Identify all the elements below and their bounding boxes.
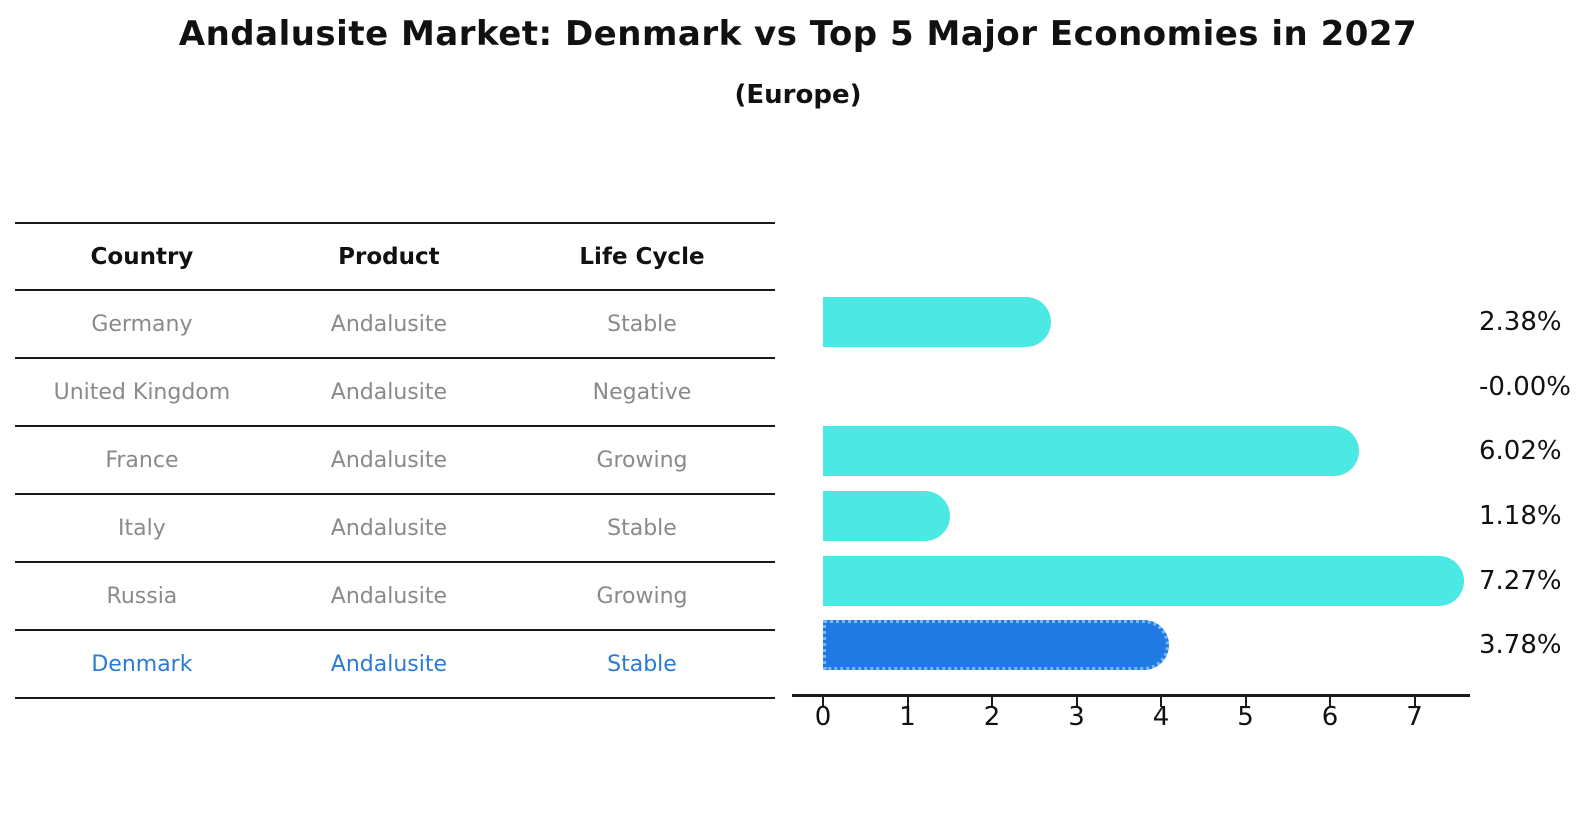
value-label-denmark: 3.78% — [1479, 630, 1562, 660]
table-row-italy: Italy Andalusite Stable — [15, 495, 775, 563]
cell-country-italy: Italy — [118, 515, 166, 541]
bar-italy — [823, 491, 950, 541]
value-label-france: 6.02% — [1479, 436, 1562, 466]
cell-life_cycle-germany: Stable — [607, 311, 677, 337]
x-tick-2 — [991, 697, 993, 707]
bar-russia — [823, 556, 1464, 606]
value-label-germany: 2.38% — [1479, 307, 1562, 337]
x-tick-label-7: 7 — [1406, 702, 1423, 732]
table-row-france: France Andalusite Growing — [15, 427, 775, 495]
cell-life_cycle-denmark: Stable — [607, 651, 677, 677]
value-label-italy: 1.18% — [1479, 501, 1562, 531]
cell-product-germany: Andalusite — [330, 311, 448, 337]
x-tick-label-0: 0 — [814, 702, 832, 732]
chart-title: Andalusite Market: Denmark vs Top 5 Majo… — [178, 14, 1418, 54]
cell-product-italy: Andalusite — [330, 515, 448, 541]
table-row-russia: Russia Andalusite Growing — [15, 563, 775, 631]
x-tick-7 — [1413, 697, 1416, 707]
bar-denmark — [823, 620, 1169, 670]
table-header-product: Product — [338, 243, 440, 270]
cell-life_cycle-united-kingdom: Negative — [592, 379, 692, 405]
table-row-denmark: Denmark Andalusite Stable — [15, 631, 775, 699]
x-tick-label-6: 6 — [1321, 702, 1339, 732]
cell-life_cycle-france: Growing — [596, 447, 688, 473]
x-tick-0 — [822, 697, 824, 707]
x-axis-line — [792, 694, 1470, 697]
cell-country-united-kingdom: United Kingdom — [53, 379, 231, 405]
table-row-germany: Germany Andalusite Stable — [15, 291, 775, 359]
x-tick-label-5: 5 — [1237, 702, 1254, 732]
cell-country-germany: Germany — [91, 311, 193, 337]
cell-country-russia: Russia — [106, 583, 178, 609]
cell-country-denmark: Denmark — [91, 651, 193, 677]
x-tick-label-3: 3 — [1068, 702, 1085, 732]
table-row-united-kingdom: United Kingdom Andalusite Negative — [15, 359, 775, 427]
chart-subtitle: (Europe) — [734, 80, 862, 110]
x-tick-label-4: 4 — [1152, 702, 1170, 732]
x-tick-label-2: 2 — [983, 702, 1001, 732]
table-header-life-cycle: Life Cycle — [579, 243, 705, 270]
country-table: Country Product Life Cycle Germany Andalusi… — [15, 222, 775, 699]
table-body: Germany Andalusite Stable United Kingdom And… — [15, 291, 775, 699]
cell-product-russia: Andalusite — [330, 583, 448, 609]
bar-germany — [823, 297, 1051, 347]
cell-life_cycle-russia: Growing — [596, 583, 688, 609]
cell-product-france: Andalusite — [330, 447, 448, 473]
x-tick-1 — [906, 697, 909, 707]
bar-france — [823, 426, 1359, 476]
x-tick-3 — [1075, 697, 1078, 707]
cell-product-united-kingdom: Andalusite — [330, 379, 448, 405]
value-label-united-kingdom: -0.00% — [1479, 372, 1571, 402]
table-header-row: Country Product Life Cycle — [15, 224, 775, 291]
x-tick-label-1: 1 — [899, 702, 916, 732]
cell-product-denmark: Andalusite — [330, 651, 448, 677]
x-tick-6 — [1329, 697, 1331, 707]
cell-life_cycle-italy: Stable — [607, 515, 677, 541]
cell-country-france: France — [105, 447, 179, 473]
value-label-russia: 7.27% — [1479, 566, 1562, 596]
x-tick-5 — [1244, 697, 1247, 707]
table-header-country: Country — [90, 243, 194, 270]
x-tick-4 — [1160, 697, 1162, 707]
